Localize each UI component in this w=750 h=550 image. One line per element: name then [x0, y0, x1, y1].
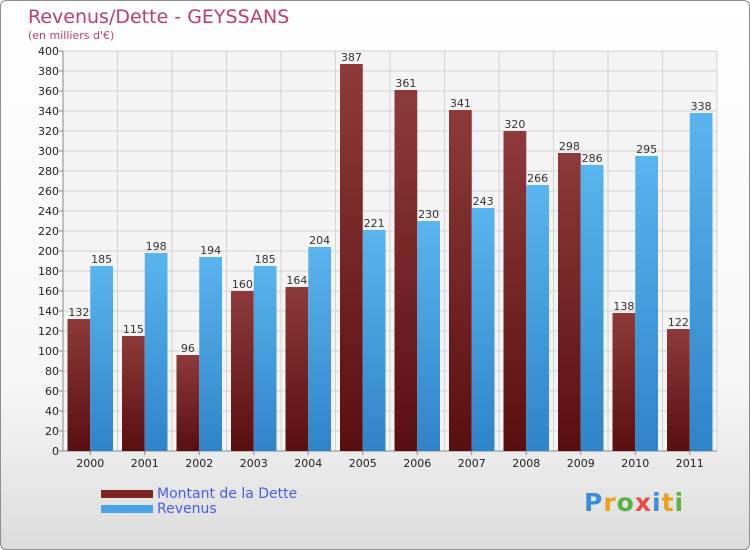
bar-dette: [176, 355, 200, 451]
data-label-dette: 341: [450, 97, 471, 110]
x-tick-label: 2004: [294, 457, 322, 470]
data-label-dette: 320: [504, 118, 525, 131]
data-label-revenus: 221: [364, 217, 385, 230]
bar-dette: [340, 64, 363, 451]
bar-revenus: [471, 208, 495, 451]
bar-revenus: [362, 230, 386, 451]
x-tick-label: 2001: [131, 457, 159, 470]
y-tick-label: 120: [38, 325, 59, 338]
y-tick-label: 380: [38, 65, 59, 78]
bar-revenus: [199, 257, 222, 451]
chart-subtitle: (en milliers d'€): [28, 29, 115, 42]
data-label-dette: 164: [286, 274, 307, 287]
y-tick-label: 180: [38, 265, 59, 278]
bar-revenus: [90, 266, 113, 451]
y-tick-label: 400: [38, 45, 59, 58]
data-label-dette: 387: [341, 51, 362, 64]
data-label-revenus: 185: [91, 253, 112, 266]
y-tick-label: 280: [38, 165, 59, 178]
x-tick-label: 2000: [76, 457, 104, 470]
bar-revenus: [635, 156, 658, 451]
data-label-dette: 96: [181, 342, 195, 355]
logo-letter: t: [661, 488, 675, 517]
data-label-revenus: 204: [309, 234, 330, 247]
data-label-revenus: 266: [527, 172, 548, 185]
bar-dette: [67, 319, 91, 451]
x-tick-label: 2010: [621, 457, 649, 470]
x-tick-label: 2007: [458, 457, 486, 470]
logo-letter: i: [652, 488, 662, 517]
data-label-revenus: 230: [418, 208, 439, 221]
legend-label-dette: Montant de la Dette: [157, 486, 298, 502]
bar-revenus: [308, 247, 331, 451]
y-tick-label: 0: [52, 445, 59, 458]
data-label-revenus: 338: [691, 100, 712, 113]
data-label-revenus: 185: [255, 253, 276, 266]
y-tick-label: 140: [38, 305, 59, 318]
data-label-revenus: 243: [473, 195, 494, 208]
y-tick-label: 300: [38, 145, 59, 158]
x-tick-label: 2009: [567, 457, 595, 470]
bar-dette: [612, 313, 636, 451]
y-tick-label: 160: [38, 285, 59, 298]
data-label-dette: 160: [232, 278, 253, 291]
data-label-revenus: 198: [146, 240, 167, 253]
bar-dette: [558, 153, 581, 451]
bar-revenus: [580, 165, 604, 451]
proxiti-logo: Proxiti: [584, 488, 684, 517]
bar-revenus: [417, 221, 440, 451]
bar-dette: [231, 291, 254, 451]
y-tick-label: 100: [38, 345, 59, 358]
data-label-dette: 361: [395, 77, 416, 90]
data-label-dette: 298: [559, 140, 580, 153]
bar-dette: [449, 110, 472, 451]
logo-letter: o: [616, 488, 635, 517]
y-tick-label: 80: [45, 365, 59, 378]
bar-dette: [667, 329, 690, 451]
logo-letter: P: [584, 488, 604, 517]
y-tick-label: 240: [38, 205, 59, 218]
bar-revenus: [526, 185, 549, 451]
bar-dette: [394, 90, 418, 451]
x-tick-label: 2011: [676, 457, 704, 470]
y-tick-label: 200: [38, 245, 59, 258]
y-tick-label: 260: [38, 185, 59, 198]
data-label-revenus: 295: [636, 143, 657, 156]
y-tick-label: 60: [45, 385, 59, 398]
data-label-dette: 132: [68, 306, 89, 319]
x-tick-label: 2005: [349, 457, 377, 470]
legend-swatch-revenus: [101, 505, 153, 513]
y-tick-label: 20: [45, 425, 59, 438]
data-label-dette: 122: [668, 316, 689, 329]
x-tick-label: 2002: [185, 457, 213, 470]
bar-dette: [285, 287, 309, 451]
logo-letter: r: [603, 488, 617, 517]
y-tick-label: 320: [38, 125, 59, 138]
y-tick-label: 340: [38, 105, 59, 118]
y-tick-label: 360: [38, 85, 59, 98]
data-label-revenus: 286: [582, 152, 603, 165]
data-label-revenus: 194: [200, 244, 221, 257]
legend-swatch-dette: [101, 490, 153, 498]
chart-title: Revenus/Dette - GEYSSANS: [28, 6, 290, 28]
data-label-dette: 138: [613, 300, 634, 313]
logo-letter: i: [674, 488, 685, 517]
x-tick-label: 2008: [512, 457, 540, 470]
y-tick-label: 40: [45, 405, 59, 418]
x-tick-label: 2006: [403, 457, 431, 470]
bar-dette: [122, 336, 145, 451]
legend-label-revenus: Revenus: [157, 501, 217, 517]
data-label-dette: 115: [123, 323, 144, 336]
bar-revenus: [253, 266, 277, 451]
bar-revenus: [144, 253, 168, 451]
logo-letter: x: [634, 488, 652, 517]
bar-dette: [503, 131, 527, 451]
y-tick-label: 220: [38, 225, 59, 238]
x-tick-label: 2003: [240, 457, 268, 470]
bar-revenus: [689, 113, 713, 451]
